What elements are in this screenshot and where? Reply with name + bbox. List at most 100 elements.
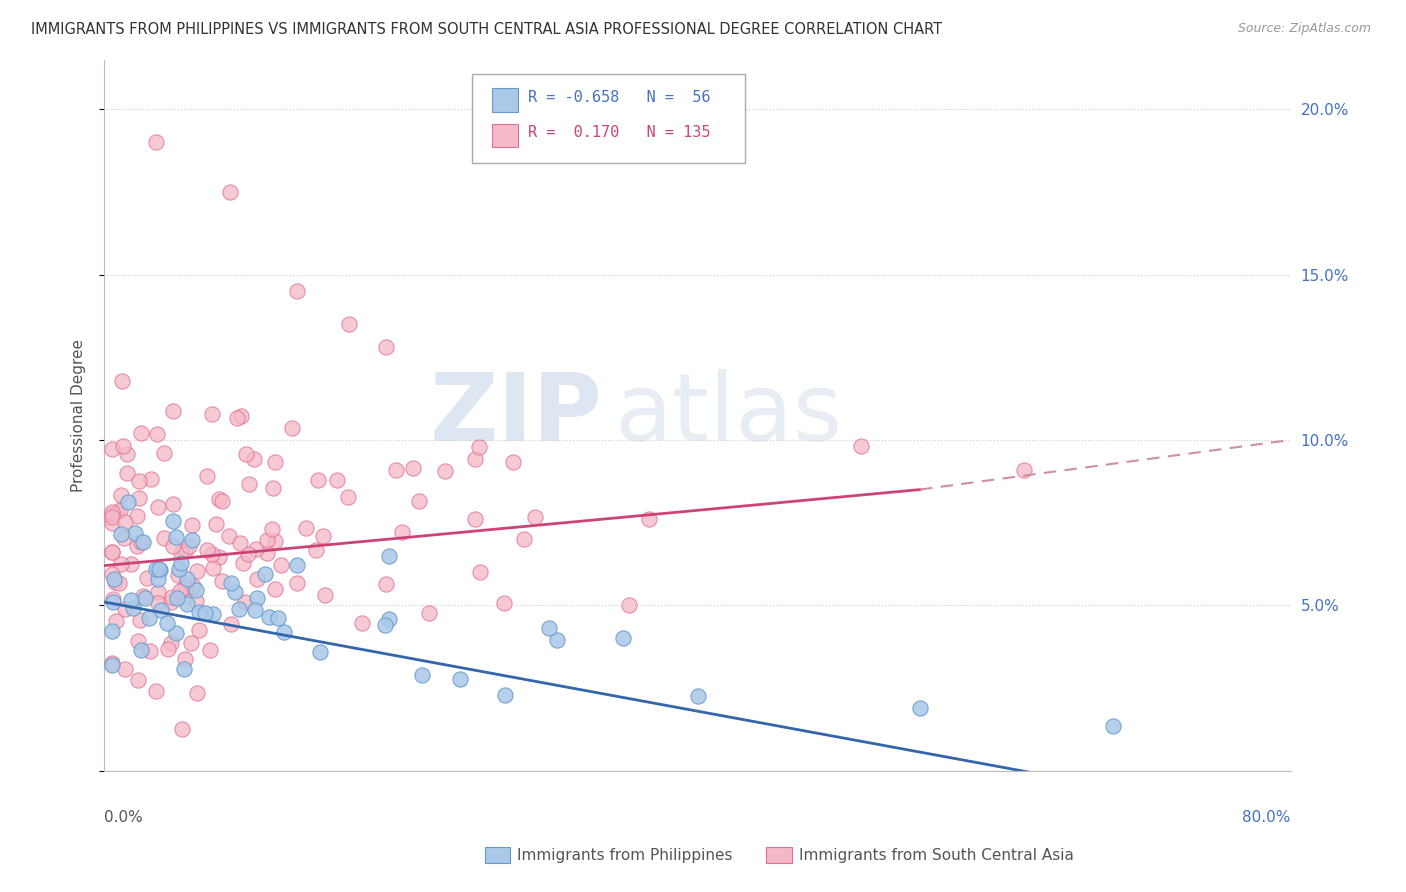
Point [121,600,143,615]
Point [139,472,162,486]
Point [138,611,160,625]
Point [167,562,190,576]
Point [686,689,709,703]
Point [129,613,152,627]
Point [238,547,260,561]
Point [434,463,457,477]
Point [201,407,224,421]
Point [617,599,640,613]
Point [849,439,872,453]
Point [245,541,267,556]
Point [181,533,204,547]
Point [494,688,516,702]
Point [128,475,150,489]
Point [449,673,471,687]
Point [202,561,225,575]
Point [218,529,240,543]
Point [104,574,127,589]
Point [101,595,124,609]
Point [110,488,132,502]
Point [211,574,233,588]
Point [538,621,561,635]
Point [169,584,191,599]
Point [115,447,138,461]
Point [148,563,170,577]
Point [309,645,332,659]
Point [219,617,242,632]
Point [127,634,149,648]
Point [105,614,128,628]
Point [166,567,188,582]
Point [148,562,170,576]
Point [152,532,174,546]
Point [101,658,124,673]
Bar [492,124,519,147]
Point [114,602,136,616]
Point [285,576,308,591]
Point [232,556,254,570]
Point [337,490,360,504]
Point [305,543,328,558]
Point [188,623,211,637]
Point [385,463,408,477]
Point [145,136,167,150]
Point [100,656,122,670]
Point [100,545,122,559]
Point [180,636,202,650]
Point [100,510,122,524]
Point [287,558,309,573]
Point [262,481,284,495]
Point [326,473,349,487]
Point [132,589,155,603]
Point [264,455,287,469]
Point [391,524,413,539]
Point [256,533,278,547]
Point [146,596,169,610]
Point [229,536,252,550]
Point [411,668,433,682]
Point [235,447,257,461]
Point [136,571,159,585]
Point [187,605,209,619]
Point [110,526,132,541]
Point [108,576,131,591]
Point [128,491,150,506]
Point [202,607,225,621]
Point [156,616,179,631]
Point [134,591,156,605]
Point [120,557,142,571]
Point [224,584,246,599]
Point [281,421,304,435]
Point [131,535,153,549]
Point [100,516,122,531]
Point [184,582,207,597]
Point [1101,719,1123,733]
Point [160,595,183,609]
Point [219,185,242,199]
Point [100,507,122,521]
Point [194,606,217,620]
Point [208,550,231,565]
Point [243,603,266,617]
Point [492,596,515,610]
Point [201,547,224,561]
Point [165,530,187,544]
Point [464,451,486,466]
Point [314,588,336,602]
Point [208,492,231,507]
Point [256,546,278,560]
Point [129,534,152,549]
Text: Immigrants from Philippines: Immigrants from Philippines [517,848,733,863]
Point [170,556,193,570]
Point [127,673,149,688]
Point [166,591,188,606]
Point [146,585,169,599]
Point [211,494,233,508]
Point [100,624,122,639]
Point [162,539,184,553]
Point [638,511,661,525]
Point [253,566,276,581]
Point [148,500,170,515]
Point [186,686,208,700]
Point [205,516,228,531]
